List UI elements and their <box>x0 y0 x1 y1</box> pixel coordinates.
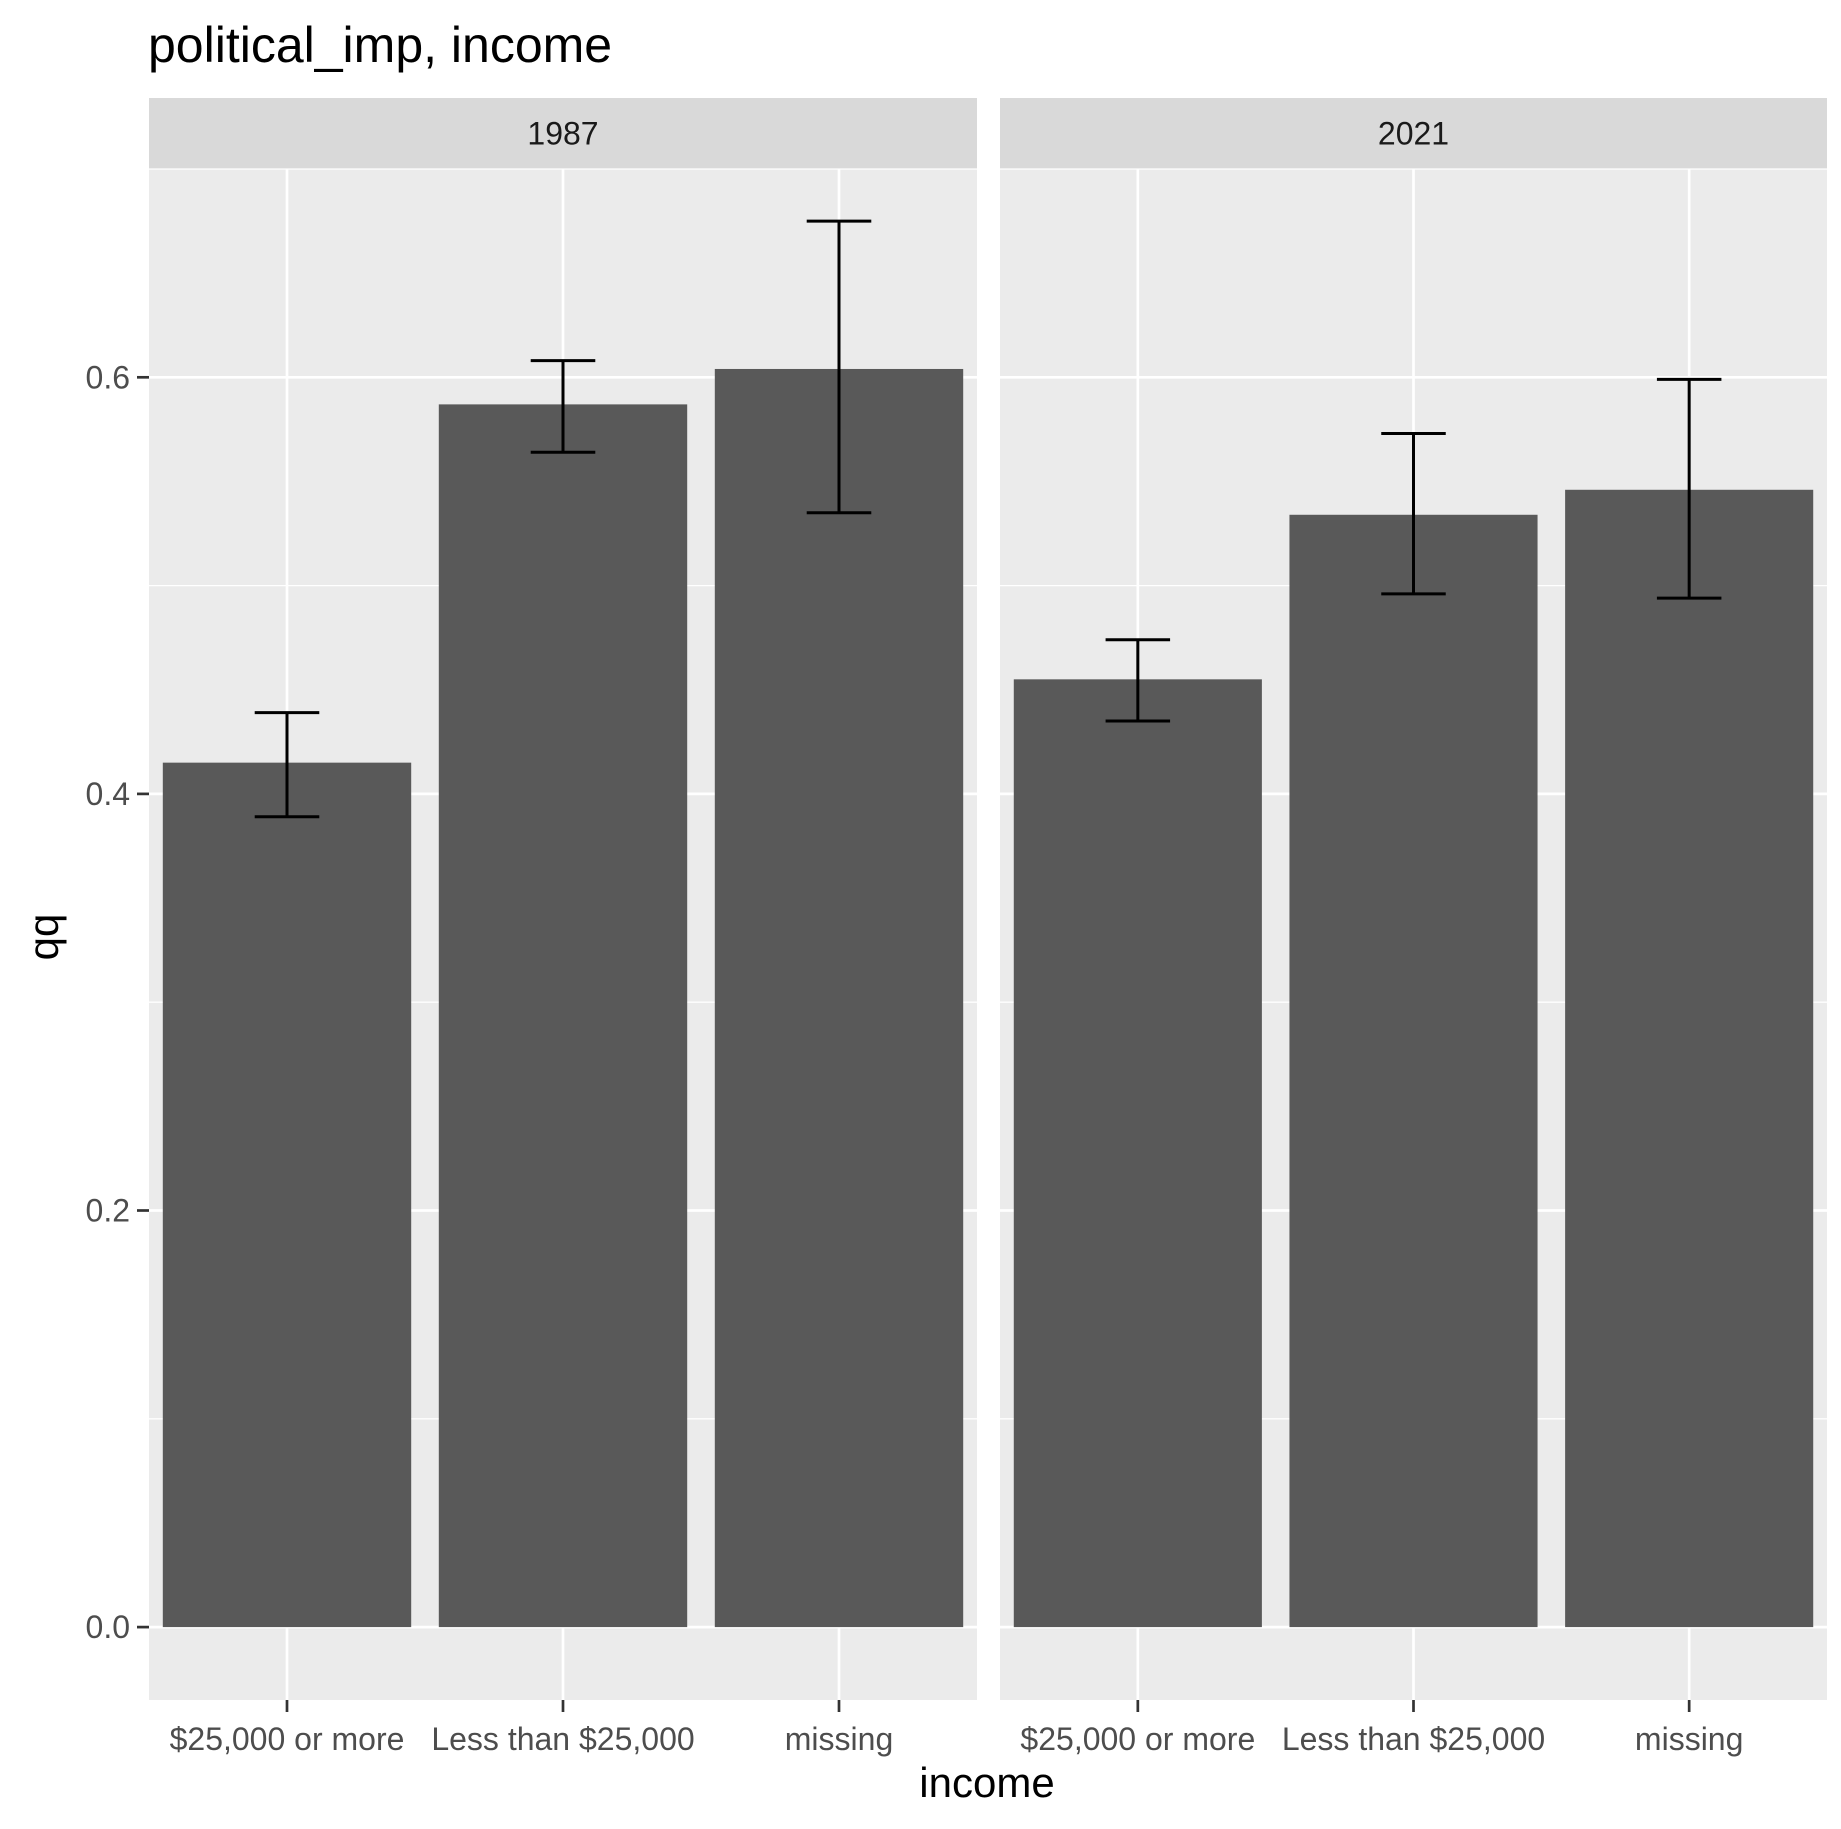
y-tick-label: 0.4 <box>86 776 130 812</box>
y-axis-title: qq <box>20 914 67 961</box>
facet-strip <box>1000 98 1827 169</box>
x-tick-label: Less than $25,000 <box>431 1721 694 1757</box>
x-tick-label: $25,000 or more <box>170 1721 405 1757</box>
y-tick-label: 0.6 <box>86 359 130 395</box>
x-tick-label: missing <box>1635 1721 1743 1757</box>
facet-strip-label: 2021 <box>1378 116 1449 152</box>
y-tick-label: 0.0 <box>86 1609 130 1645</box>
x-tick-label: missing <box>785 1721 893 1757</box>
bar <box>1289 514 1538 1628</box>
bar <box>1013 679 1262 1628</box>
facet-panel-2021: 2021 $25,000 or more Less than $25,000 miss… <box>1000 98 1827 1757</box>
x-axis-title: income <box>919 1759 1054 1806</box>
facet-panel-1987: 1987 $25,000 or more Less than $25,000 miss… <box>149 98 977 1757</box>
bar <box>1565 489 1814 1628</box>
chart-title: political_imp, income <box>148 17 612 73</box>
facet-strip-label: 1987 <box>527 116 598 152</box>
bar <box>438 404 688 1628</box>
bar <box>714 368 964 1628</box>
y-tick-label: 0.2 <box>86 1192 130 1228</box>
x-tick-label: $25,000 or more <box>1020 1721 1255 1757</box>
facet-strip <box>149 98 977 169</box>
bar <box>162 762 412 1628</box>
y-axis: 0.0 0.2 0.4 0.6 <box>86 359 149 1645</box>
facet-panels: 1987 $25,000 or more Less than $25,000 miss… <box>149 98 1827 1757</box>
x-tick-label: Less than $25,000 <box>1282 1721 1545 1757</box>
